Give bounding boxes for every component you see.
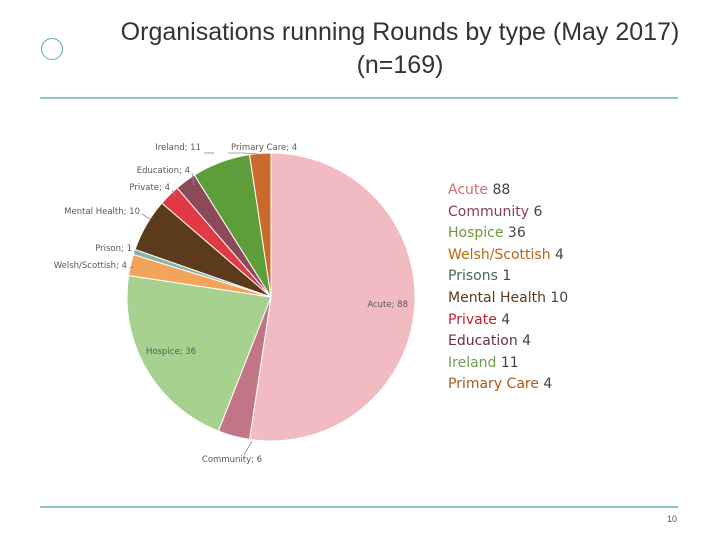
legend-item-prisons: Prisons 1: [448, 266, 568, 288]
data-label-private: Private; 4: [129, 183, 170, 193]
legend-item-mental-health: Mental Health 10: [448, 288, 568, 310]
leader-line-community: [243, 440, 253, 456]
leader-line-private: [171, 189, 177, 198]
legend-value: 1: [497, 268, 512, 285]
legend-item-private: Private 4: [448, 310, 568, 332]
legend-label: Mental Health: [448, 289, 546, 306]
legend-item-acute: Acute 88: [448, 180, 568, 202]
legend-item-welsh-scottish: Welsh/Scottish 4: [448, 245, 568, 267]
legend-label: Private: [448, 311, 497, 328]
pie-slice-hospice: [126, 274, 272, 432]
header-divider: [40, 97, 678, 99]
legend-value: 6: [529, 203, 543, 220]
legend-item-ireland: Ireland 11: [448, 353, 568, 375]
footer-divider: [40, 506, 678, 508]
title-line-1: Organisations running Rounds by type (Ma…: [120, 18, 680, 46]
legend-value: 4: [517, 333, 532, 350]
legend-item-hospice: Hospice 36: [448, 223, 568, 245]
legend-label: Prisons: [448, 268, 498, 285]
data-label-ireland: Ireland; 11: [155, 143, 201, 153]
legend-item-community: Community 6: [448, 202, 568, 224]
data-label-hospice: Hospice; 36: [146, 347, 196, 357]
legend-label: Education: [448, 333, 518, 350]
leader-line-primary-care: [228, 152, 259, 155]
legend-value: 4: [538, 376, 553, 393]
leader-line-education: [191, 172, 195, 186]
data-label-mental-health: Mental Health; 10: [64, 207, 140, 217]
legend-value: 11: [496, 354, 519, 371]
data-label-primary-care: Primary Care; 4: [231, 143, 297, 153]
data-label-education: Education; 4: [137, 166, 190, 176]
legend-item-primary-care: Primary Care 4: [448, 374, 568, 396]
leader-line-mental-health: [141, 213, 151, 220]
pie-slice-acute: [248, 152, 416, 442]
title-line-2: (n=169): [356, 51, 444, 79]
legend-value: 4: [496, 311, 511, 328]
chart-legend: Acute 88 Community 6 Hospice 36 Welsh/Scott…: [448, 180, 568, 396]
legend-label: Hospice: [448, 225, 504, 242]
legend-label: Community: [448, 203, 530, 220]
data-label-welsh-scottish: Welsh/Scottish; 4: [54, 261, 127, 271]
legend-label: Ireland: [448, 354, 497, 371]
data-label-community: Community; 6: [202, 455, 262, 465]
legend-item-education: Education 4: [448, 331, 568, 353]
pie-slice-primary-care: [248, 152, 272, 298]
legend-value: 4: [550, 246, 564, 263]
legend-label: Acute: [448, 182, 489, 198]
legend-label: Primary Care: [448, 376, 539, 393]
legend-value: 88: [488, 182, 511, 198]
legend-value: 10: [545, 289, 569, 306]
leader-line-prison: [133, 250, 139, 254]
data-label-acute: Acute; 88: [367, 300, 408, 310]
slide-title: Organisations running Rounds by type (Ma…: [100, 16, 700, 82]
legend-value: 36: [503, 225, 526, 242]
data-label-prison: Prison; 1: [95, 244, 132, 254]
leader-line-welsh-scottish: [128, 266, 135, 269]
slide-bullet-circle: [41, 38, 63, 60]
page-number: 10: [666, 514, 677, 524]
legend-label: Welsh/Scottish: [448, 246, 551, 263]
